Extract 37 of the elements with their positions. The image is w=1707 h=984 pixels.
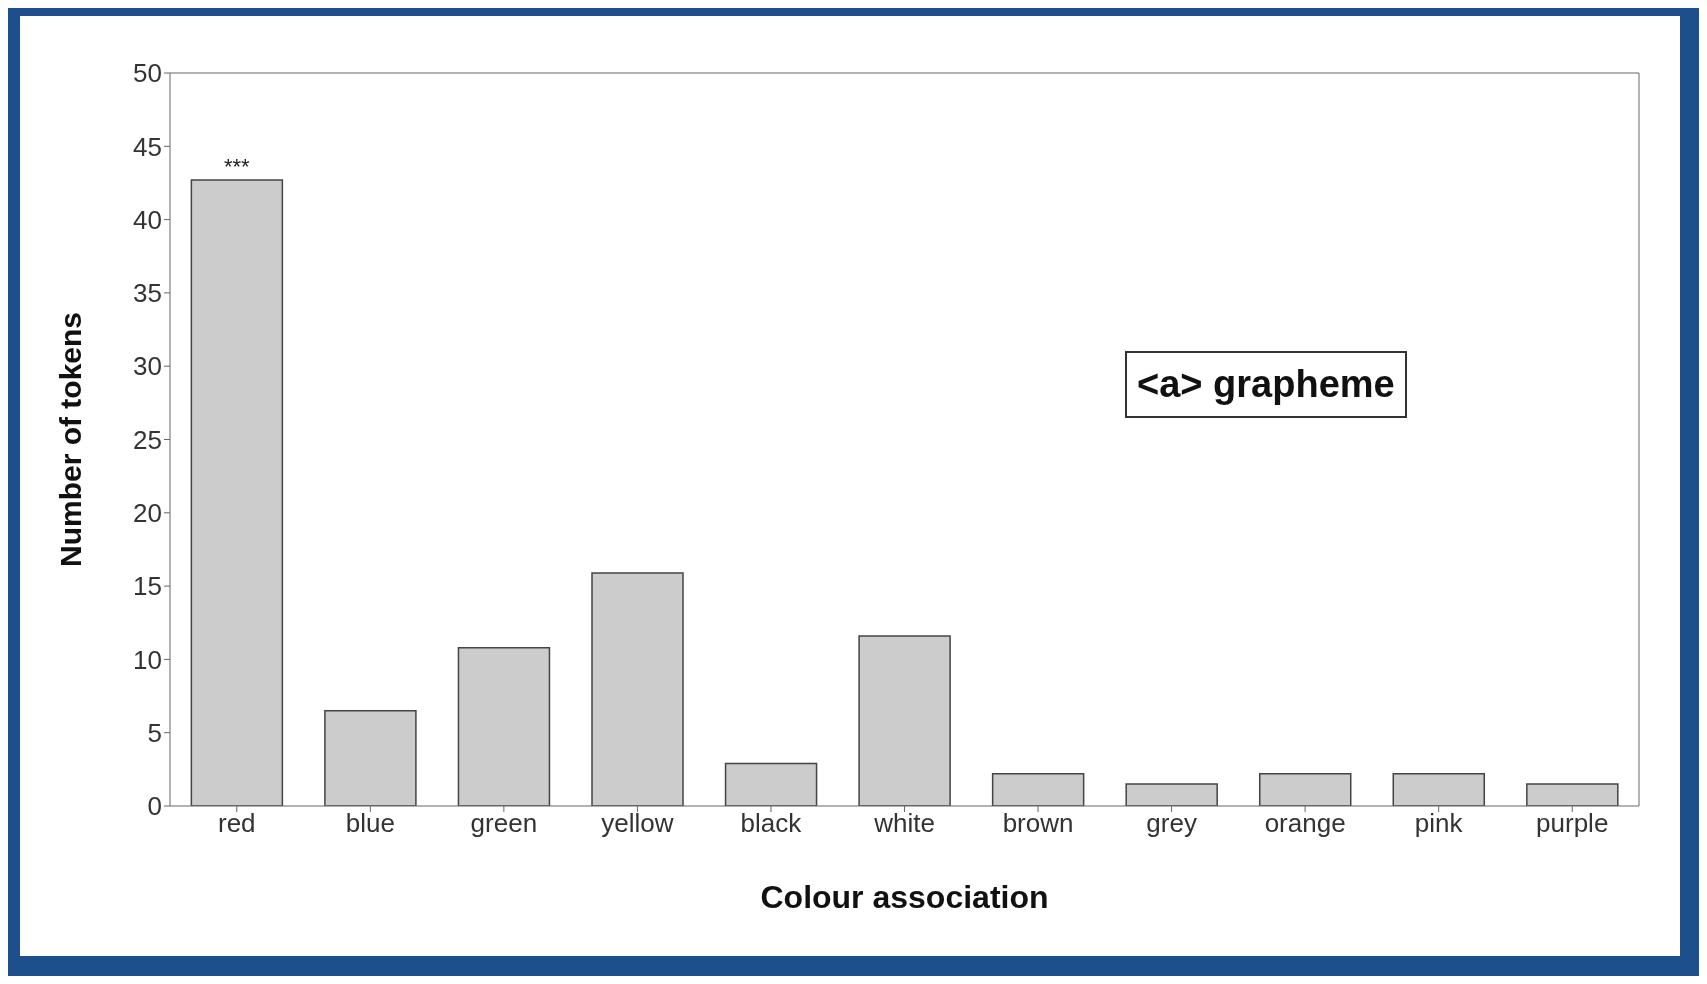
x-tick-label: yellow [601,808,674,839]
x-tick-label: purple [1536,808,1609,839]
x-axis-title: Colour association [760,879,1049,915]
x-tick-label: pink [1414,808,1464,839]
label-box: <a> grapheme [1125,351,1407,418]
x-tick-label: grey [1146,808,1197,839]
annotation: *** [223,154,251,180]
x-tick-label: black [740,808,803,839]
x-tick-label: orange [1264,808,1346,839]
bar [724,762,818,806]
y-tick-label: 0 [147,791,162,822]
x-tick-label: red [217,808,256,839]
y-tick-label: 10 [133,644,162,675]
bar [991,773,1085,806]
x-tick-label: green [470,808,538,839]
x-tick-label: white [873,808,935,839]
y-tick-label: 20 [133,498,162,529]
x-tick-label: brown [1002,808,1074,839]
y-axis-title: Number of tokens [53,311,87,568]
bar [1526,783,1619,806]
bar [591,572,684,806]
y-tick-label: 45 [133,131,162,162]
y-tick-label: 5 [147,717,162,748]
y-tick-label: 25 [133,424,162,455]
bar [457,646,551,806]
x-tick-label: blue [345,808,395,839]
bar [1125,783,1218,806]
y-tick-label: 50 [133,58,162,89]
bar [324,709,417,806]
y-tick-label: 15 [133,571,162,602]
bar [1258,773,1352,806]
bar [858,635,951,806]
bar [190,179,284,806]
y-tick-label: 30 [133,351,162,382]
y-tick-label: 40 [133,204,162,235]
y-tick-label: 35 [133,278,162,309]
bar [1392,773,1486,806]
